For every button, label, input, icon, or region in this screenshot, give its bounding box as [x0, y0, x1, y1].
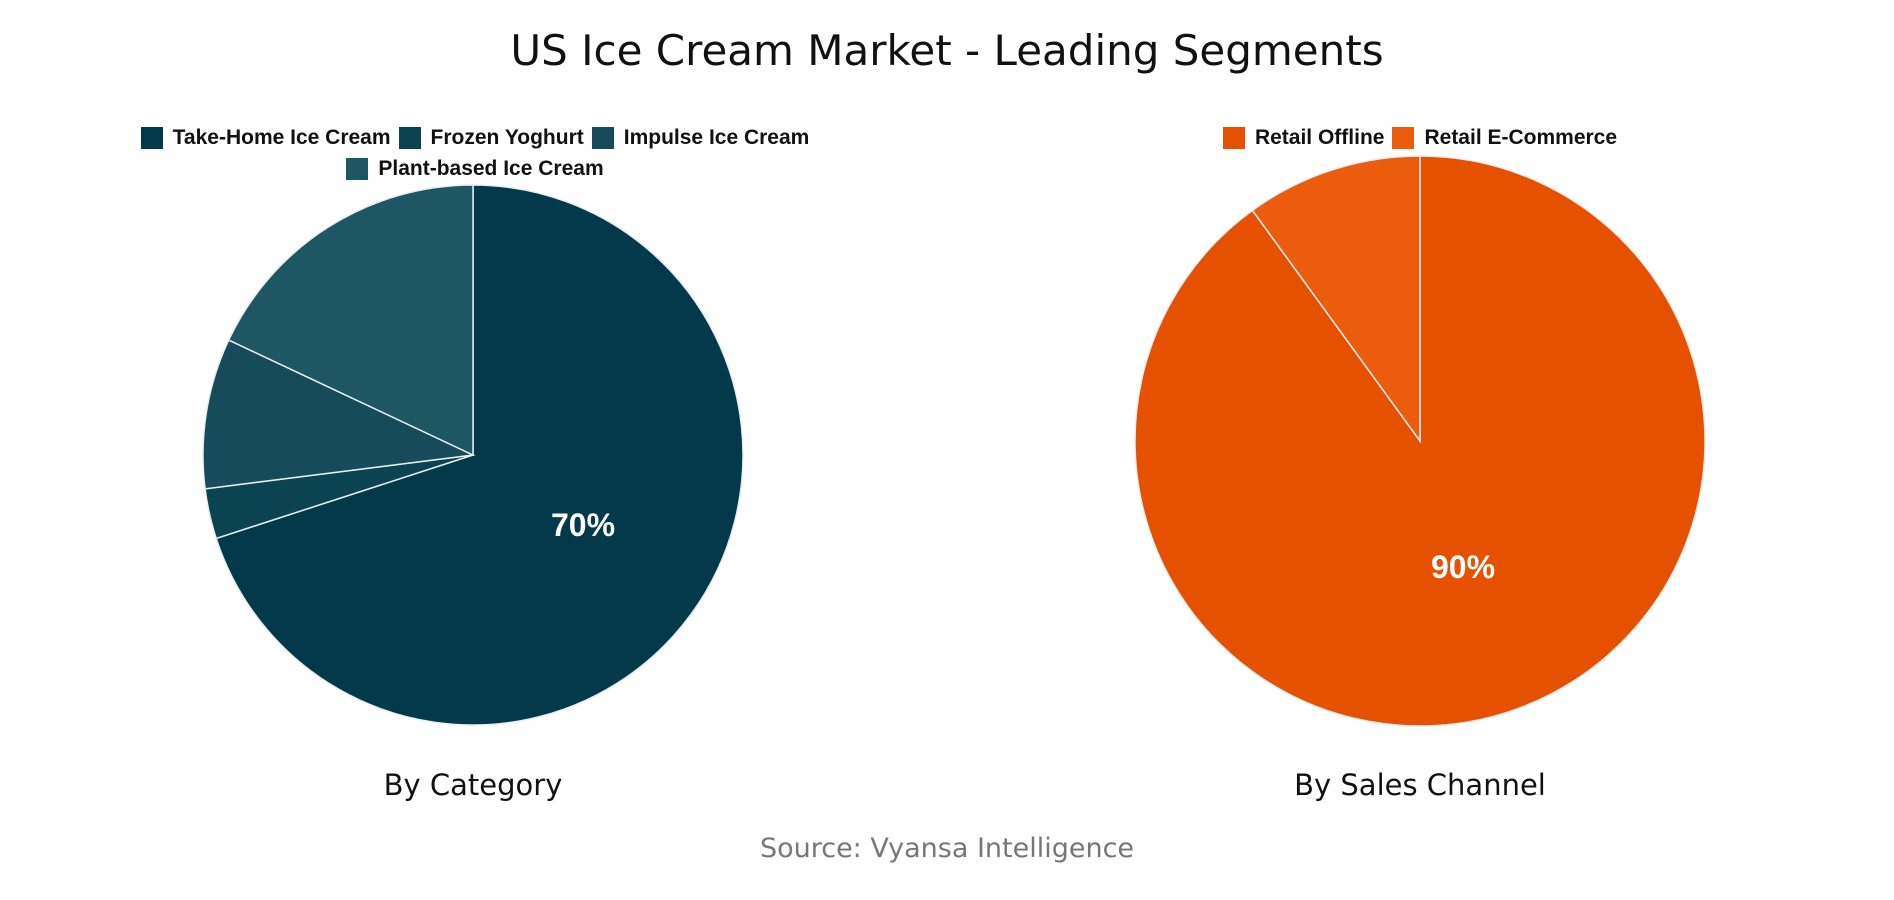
- legend-swatch: [591, 127, 614, 149]
- legend-label: Retail Offline: [1254, 126, 1385, 149]
- source-note: Source: Vyansa Intelligence: [759, 833, 1135, 864]
- legend-item: Frozen Yoghurt: [398, 124, 584, 152]
- legend-swatch: [398, 127, 421, 149]
- legend-label: Take-Home Ice Cream: [172, 126, 391, 149]
- data-label: 90%: [1431, 549, 1495, 585]
- legend-swatch: [346, 158, 369, 180]
- pie-slice-retail-e-commerce: [1251, 155, 1421, 444]
- sales-channel-legend: Retail Offline Retail E-Commerce: [1120, 124, 1720, 155]
- legend-label: Impulse Ice Cream: [623, 126, 810, 149]
- chart-title: US Ice Cream Market - Leading Segments: [510, 26, 1384, 75]
- legend-label: Retail E-Commerce: [1424, 126, 1618, 149]
- legend-swatch: [140, 127, 163, 149]
- legend-item: Retail E-Commerce: [1392, 124, 1617, 152]
- legend-item: Impulse Ice Cream: [591, 124, 810, 152]
- pie-slice-plant-based-ice-cream: [227, 184, 474, 457]
- legend-item: Take-Home Ice Cream: [140, 124, 391, 152]
- pie-slice-impulse-ice-cream: [202, 339, 476, 490]
- legend-item: Plant-based Ice Cream: [346, 155, 604, 183]
- sales-channel-subtitle: By Sales Channel: [1294, 768, 1546, 802]
- legend-swatch: [1222, 127, 1245, 149]
- category-subtitle: By Category: [383, 768, 563, 802]
- pie-slice-take-home-ice-cream: [215, 184, 744, 726]
- legend-item: Retail Offline: [1222, 124, 1385, 152]
- legend-swatch: [1392, 127, 1415, 149]
- data-label: 70%: [551, 507, 615, 543]
- legend-label: Plant-based Ice Cream: [378, 157, 604, 180]
- category-legend: Take-Home Ice Cream Frozen Yoghurt Impulse…: [100, 124, 850, 186]
- legend-label: Frozen Yoghurt: [430, 126, 584, 149]
